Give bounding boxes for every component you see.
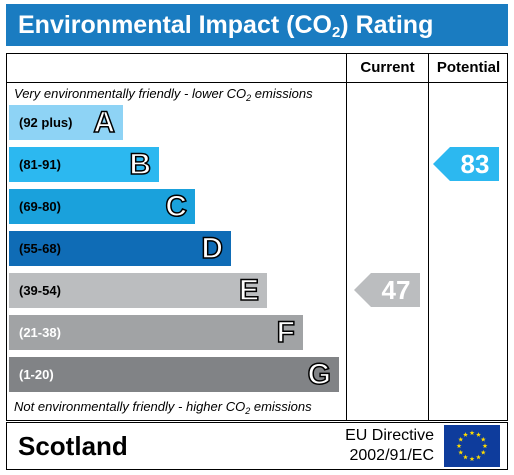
- flag-star: [463, 432, 468, 437]
- flag-star: [469, 430, 475, 436]
- potential-rating-arrow: 83: [433, 147, 499, 181]
- band-range: (55-68): [19, 241, 61, 256]
- top-note: Very environmentally friendly - lower CO…: [14, 86, 313, 103]
- band-range: (21-38): [19, 325, 61, 340]
- header-divider: [6, 82, 508, 83]
- band-letter: E: [238, 273, 260, 308]
- band-range: (69-80): [19, 199, 61, 214]
- title-text: Environmental Impact (CO: [18, 11, 332, 39]
- band-range: (1-20): [19, 367, 54, 382]
- flag-star: [476, 432, 481, 437]
- potential-rating-value: 83: [460, 149, 490, 179]
- directive-line-2: 2002/91/EC: [349, 447, 434, 464]
- band-e: (39-54) E: [9, 273, 267, 308]
- band-range: (92 plus): [19, 115, 73, 130]
- flag-star: [482, 443, 488, 449]
- bottom-note: Not environmentally friendly - higher CO…: [14, 399, 312, 416]
- flag-star: [456, 443, 462, 449]
- band-f: (21-38) F: [9, 315, 303, 350]
- column-divider-current: [346, 53, 347, 421]
- eu-directive: EU Directive 2002/91/EC: [345, 426, 434, 466]
- flag-star: [469, 456, 475, 462]
- flag-star: [458, 436, 464, 442]
- flag-star: [458, 449, 464, 455]
- band-letter: F: [276, 315, 296, 350]
- current-rating-value: 47: [381, 275, 411, 305]
- flag-star: [480, 436, 486, 442]
- column-divider-potential: [428, 53, 429, 421]
- band-letter: A: [93, 105, 116, 140]
- band-range: (81-91): [19, 157, 61, 172]
- band-g: (1-20) G: [9, 357, 339, 392]
- rating-table: [6, 53, 508, 421]
- flag-star: [463, 454, 468, 460]
- band-c: (69-80) C: [9, 189, 195, 224]
- current-arrow-shape: [354, 273, 420, 307]
- flag-star: [480, 449, 486, 455]
- band-letter: B: [129, 147, 152, 182]
- band-a: (92 plus) A: [9, 105, 123, 140]
- potential-arrow-shape: [433, 147, 499, 181]
- footer: [6, 422, 508, 470]
- flag-star: [476, 454, 481, 460]
- title-subscript: 2: [331, 24, 341, 41]
- potential-column-header: Potential: [436, 59, 501, 76]
- band-letter: G: [307, 357, 332, 392]
- band-d: (55-68) D: [9, 231, 231, 266]
- directive-line-1: EU Directive: [345, 427, 434, 444]
- band-letter: C: [165, 189, 188, 224]
- band-letter: D: [201, 231, 224, 266]
- band-b: (81-91) B: [9, 147, 159, 182]
- band-range: (39-54): [19, 283, 61, 298]
- chart-title: Environmental Impact (CO2) Rating: [6, 4, 508, 46]
- eu-flag-icon: [444, 425, 500, 467]
- current-column-header: Current: [360, 59, 415, 76]
- current-rating-arrow: 47: [354, 273, 420, 307]
- title-tail: ) Rating: [340, 11, 434, 39]
- region-name: Scotland: [18, 431, 128, 461]
